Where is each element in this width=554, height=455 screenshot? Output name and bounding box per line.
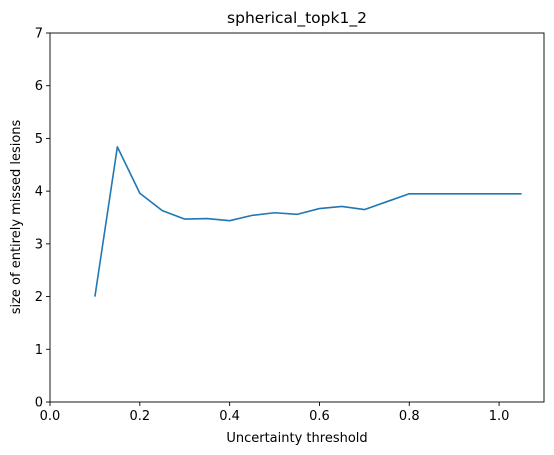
x-tick-label: 1.0: [489, 409, 510, 424]
x-axis-label: Uncertainty threshold: [226, 431, 367, 446]
y-tick-label: 0: [35, 396, 43, 411]
y-tick-label: 2: [35, 290, 43, 305]
x-tick-label: 0.6: [309, 409, 330, 424]
x-tick-label: 0.8: [399, 409, 420, 424]
y-tick-label: 4: [35, 185, 43, 200]
y-tick-label: 7: [35, 27, 43, 42]
y-tick-label: 3: [35, 237, 43, 252]
x-tick-label: 0.2: [129, 409, 150, 424]
plot-area: 0.0 0.2 0.4 0.6 0.8 1.0 0 1 2 3 4 5 6 7: [35, 27, 545, 424]
chart-title: spherical_topk1_2: [227, 9, 367, 28]
y-tick-label: 5: [35, 132, 43, 147]
y-tick-label: 1: [35, 343, 43, 358]
plot-frame: [49, 32, 545, 403]
y-tick-label: 6: [35, 79, 43, 94]
series-line-0: [94, 146, 522, 297]
x-tick-label: 0.4: [219, 409, 240, 424]
x-tick-label: 0.0: [40, 409, 61, 424]
y-axis-label: size of entirely missed lesions: [9, 119, 24, 314]
